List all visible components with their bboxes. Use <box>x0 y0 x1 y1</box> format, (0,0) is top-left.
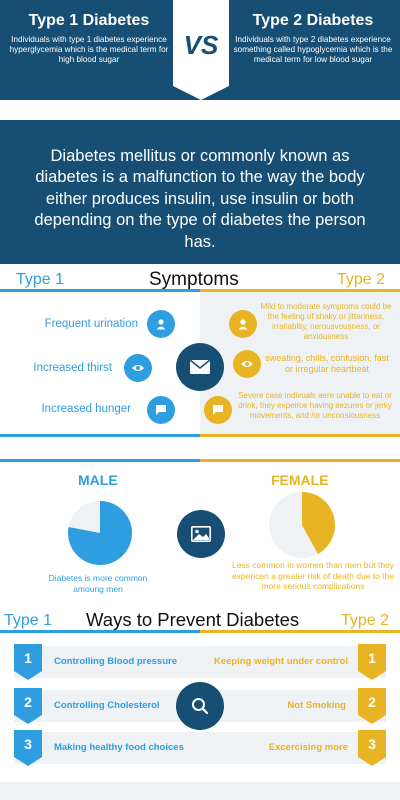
header-banner: Type 1 Diabetes Individuals with type 1 … <box>0 0 400 100</box>
prevent-type2-text: Excercising more <box>268 742 348 753</box>
symptoms-type2-bar <box>200 289 400 292</box>
gender-top-bar-male <box>0 459 200 462</box>
type1-description: Individuals with type 1 diabetes experie… <box>9 34 169 65</box>
chat-icon <box>147 396 175 424</box>
prevent-title: Ways to Prevent Diabetes <box>86 609 300 630</box>
prevent-type2-text: Keeping weight under control <box>213 656 348 667</box>
symptom-type2-item: Mild to moderate symptoms could be the f… <box>260 302 392 341</box>
symptoms-type1-bar <box>0 289 200 292</box>
symptoms-type2-label: Type 2 <box>337 271 386 288</box>
symptoms-title: Symptoms <box>149 269 239 290</box>
user-icon <box>147 310 175 338</box>
female-pie-chart <box>269 492 336 558</box>
user-icon <box>229 310 257 338</box>
prevent-type1-text: Controlling Cholesterol <box>54 700 160 711</box>
chat-icon <box>204 396 232 424</box>
symptom-type1-item: Increased thirst <box>33 362 112 374</box>
intro-text: Diabetes mellitus or commonly known as d… <box>34 147 366 251</box>
prevent-row <box>14 732 386 764</box>
vs-badge-shape <box>173 0 229 100</box>
type1-title: Type 1 Diabetes <box>28 12 150 29</box>
prevent-type2-bar <box>200 630 400 633</box>
vs-label: VS <box>183 30 219 60</box>
male-pie-slice <box>68 501 133 565</box>
search-icon <box>176 682 224 730</box>
male-label: MALE <box>78 472 118 488</box>
symptom-type1-item: Frequent urination <box>44 318 138 330</box>
eye-icon <box>233 350 261 378</box>
symptom-type2-item: Severe case indivuals aere unable to eat… <box>238 391 392 420</box>
type1-header: Type 1 Diabetes Individuals with type 1 … <box>4 12 174 65</box>
prevent-type1-label: Type 1 <box>4 612 53 629</box>
envelope-icon <box>176 343 224 391</box>
symptoms-type1-label: Type 1 <box>16 271 65 288</box>
symptom-type1-item: Increased hunger <box>41 403 131 415</box>
prevent-type2-label: Type 2 <box>341 612 390 629</box>
type2-description: Individuals with type 2 diabetes experie… <box>233 34 393 65</box>
type2-title: Type 2 Diabetes <box>252 12 374 29</box>
male-pie-chart <box>68 501 133 565</box>
intro-panel: Diabetes mellitus or commonly known as d… <box>0 120 400 264</box>
female-caption: Less common in women than men but they e… <box>231 560 395 592</box>
prevent-row <box>14 646 386 678</box>
prevent-type1-text: Making healthy food choices <box>54 742 184 753</box>
vs-badge: VS <box>173 0 229 100</box>
symptom-type2-item: sweating, chills, confusion, fast or irr… <box>265 353 389 375</box>
eye-icon <box>124 354 152 382</box>
prevent-type1-bar <box>0 630 200 633</box>
female-label: FEMALE <box>271 472 329 488</box>
prevent-type2-text: Not Smoking <box>287 700 346 711</box>
type2-header: Type 2 Diabetes Individuals with type 2 … <box>228 12 398 65</box>
image-icon <box>177 510 225 558</box>
symptoms-bottom-bar-type1 <box>0 434 200 437</box>
gender-top-bar-female <box>200 459 400 462</box>
footer-strip <box>0 782 400 800</box>
female-pie-slice <box>302 492 336 554</box>
symptoms-bottom-bar-type2 <box>200 434 400 437</box>
prevent-type1-text: Controlling Blood pressure <box>54 656 177 667</box>
male-caption: Diabetes is more common amoung men <box>48 573 148 594</box>
